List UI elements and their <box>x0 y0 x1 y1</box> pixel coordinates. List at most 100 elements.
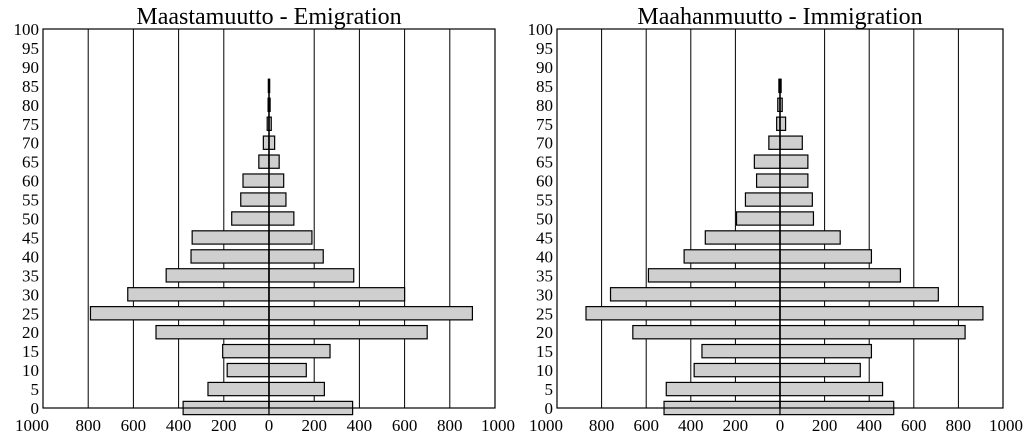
bar-left <box>127 287 270 302</box>
y-tick-label: 5 <box>31 380 40 399</box>
bar-left <box>735 211 781 226</box>
y-tick-label: 15 <box>22 342 39 361</box>
bar-left <box>701 343 781 359</box>
y-tick-label: 50 <box>536 210 553 229</box>
y-tick-label: 95 <box>22 39 39 58</box>
y-tick-label: 0 <box>31 399 40 418</box>
bar-left <box>647 268 781 283</box>
bar-left <box>693 362 781 378</box>
x-tick-label: 200 <box>211 416 237 435</box>
bar-left <box>155 324 270 340</box>
x-tick-label: 400 <box>347 416 373 435</box>
x-tick-label: 0 <box>776 416 785 435</box>
x-tick-label: 200 <box>301 416 327 435</box>
y-tick-label: 30 <box>22 285 39 304</box>
x-tick-label: 800 <box>75 416 101 435</box>
x-tick-label: 800 <box>437 416 463 435</box>
y-tick-label: 100 <box>14 20 40 39</box>
y-tick-label: 90 <box>536 58 553 77</box>
y-tick-label: 65 <box>536 153 553 172</box>
y-tick-label: 35 <box>536 266 553 285</box>
bar-right <box>779 154 809 169</box>
bar-left <box>683 249 781 264</box>
y-tick-label: 100 <box>528 20 554 39</box>
x-tick-label: 400 <box>166 416 192 435</box>
bar-left <box>89 306 270 321</box>
bar-left <box>768 135 781 150</box>
y-tick-label: 55 <box>22 191 39 210</box>
x-tick-label: 800 <box>946 416 972 435</box>
y-tick-label: 85 <box>536 77 553 96</box>
bar-left <box>704 230 781 245</box>
y-tick-label: 10 <box>22 361 39 380</box>
bar-right <box>268 192 287 207</box>
bar-right <box>779 173 809 188</box>
x-tick-label: 1000 <box>989 416 1023 435</box>
bar-left <box>191 230 270 245</box>
y-tick-label: 10 <box>536 361 553 380</box>
bar-right <box>268 230 313 245</box>
y-tick-label: 85 <box>22 77 39 96</box>
x-tick-label: 1000 <box>15 416 49 435</box>
y-tick-label: 55 <box>536 191 553 210</box>
x-tick-label: 200 <box>723 416 749 435</box>
bar-right <box>268 249 324 264</box>
bar-right <box>779 116 787 131</box>
bar-right <box>268 135 276 150</box>
bar-right <box>268 324 428 340</box>
bar-right <box>268 381 325 397</box>
bar-left <box>165 268 270 283</box>
y-tick-label: 80 <box>536 96 553 115</box>
y-tick-label: 60 <box>536 172 553 191</box>
bar-left <box>226 362 270 378</box>
y-tick-label: 20 <box>22 323 39 342</box>
y-tick-label: 45 <box>22 228 39 247</box>
bar-left <box>755 173 781 188</box>
y-tick-label: 0 <box>545 399 554 418</box>
bar-left <box>744 192 781 207</box>
bar-right <box>779 306 984 321</box>
bar-right <box>779 343 873 359</box>
x-tick-label: 600 <box>633 416 659 435</box>
y-tick-label: 50 <box>22 210 39 229</box>
y-tick-label: 5 <box>545 380 554 399</box>
bar-right <box>779 381 884 397</box>
bar-right <box>779 362 861 378</box>
bar-left <box>231 211 270 226</box>
bar-right <box>268 287 406 302</box>
bar-right <box>779 268 902 283</box>
y-tick-label: 25 <box>22 304 39 323</box>
emigration-panel: Maastamuutto - Emigration051015202530354… <box>14 4 516 435</box>
immigration-panel: Maahanmuutto - Immigration05101520253035… <box>528 4 1024 435</box>
bar-left <box>753 154 781 169</box>
y-tick-label: 40 <box>22 247 39 266</box>
y-tick-label: 70 <box>22 134 39 153</box>
x-tick-label: 600 <box>901 416 927 435</box>
plot-frame <box>42 28 496 409</box>
y-tick-label: 25 <box>536 304 553 323</box>
bar-left <box>258 154 270 169</box>
bar-right <box>268 306 473 321</box>
y-tick-label: 70 <box>536 134 553 153</box>
bar-right <box>268 173 285 188</box>
chart-title: Maastamuutto - Emigration <box>136 4 401 30</box>
bar-right <box>779 287 939 302</box>
bar-right <box>779 192 813 207</box>
bar-left <box>222 343 270 359</box>
x-tick-label: 600 <box>121 416 147 435</box>
y-tick-label: 75 <box>536 115 553 134</box>
bar-left <box>207 381 270 397</box>
x-tick-label: 800 <box>589 416 615 435</box>
x-tick-label: 600 <box>392 416 418 435</box>
bar-left <box>632 324 781 340</box>
chart-title: Maahanmuutto - Immigration <box>637 4 922 30</box>
y-tick-label: 75 <box>22 115 39 134</box>
y-tick-label: 95 <box>536 39 553 58</box>
bar-right <box>268 211 295 226</box>
y-tick-label: 40 <box>536 247 553 266</box>
bar-right <box>268 268 355 283</box>
bar-right <box>779 324 966 340</box>
x-tick-label: 200 <box>812 416 838 435</box>
